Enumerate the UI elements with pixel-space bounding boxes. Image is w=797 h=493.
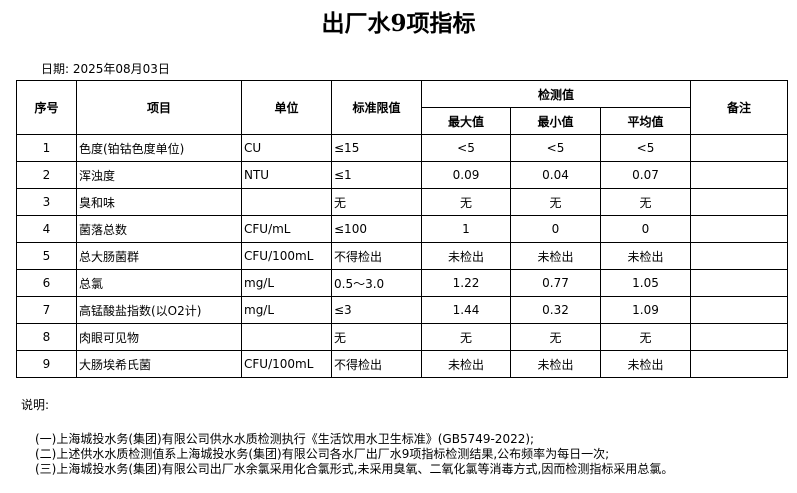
cell-limit: 无 — [331, 188, 422, 216]
cell-item: 浑浊度 — [76, 161, 242, 189]
note-1: (一)上海城投水务(集团)有限公司供水水质检测执行《生活饮用水卫生标准》(GB5… — [35, 432, 535, 446]
header-seq: 序号 — [16, 80, 77, 135]
table-row: 1 色度(铂钴色度单位) CU ≤15 <5 <5 <5 — [16, 134, 788, 162]
report-date: 日期: 2025年08月03日 — [41, 62, 170, 76]
cell-min: 未检出 — [510, 242, 601, 270]
cell-max: 未检出 — [421, 242, 511, 270]
cell-seq: 8 — [16, 323, 77, 351]
header-max: 最大值 — [421, 107, 511, 135]
cell-item: 色度(铂钴色度单位) — [76, 134, 242, 162]
header-detect: 检测值 — [421, 80, 691, 108]
cell-seq: 4 — [16, 215, 77, 243]
header-avg: 平均值 — [600, 107, 691, 135]
cell-remark — [690, 269, 788, 297]
cell-min: 无 — [510, 323, 601, 351]
cell-limit: 0.5～3.0 — [331, 269, 422, 297]
cell-remark — [690, 161, 788, 189]
note-2: (二)上述供水水质检测值系上海城投水务(集团)有限公司各水厂出厂水9项指标检测结… — [35, 447, 610, 461]
cell-avg: 0.07 — [600, 161, 691, 189]
cell-limit: 不得检出 — [331, 242, 422, 270]
table-row: 3 臭和味无无无无 — [16, 188, 788, 216]
cell-max: 无 — [421, 323, 511, 351]
cell-item: 臭和味 — [76, 188, 242, 216]
cell-max: <5 — [421, 134, 511, 162]
notes: 说明: (一)上海城投水务(集团)有限公司供水水质检测执行《生活饮用水卫生标准》… — [21, 396, 673, 477]
cell-min: 未检出 — [510, 350, 601, 378]
cell-avg: 无 — [600, 323, 691, 351]
cell-remark — [690, 215, 788, 243]
cell-limit: ≤1 — [331, 161, 422, 189]
header-item: 项目 — [76, 80, 242, 135]
cell-avg: 未检出 — [600, 242, 691, 270]
cell-item: 大肠埃希氏菌 — [76, 350, 242, 378]
water-quality-table: 序号 项目 单位 标准限值 检测值 备注 最大值 最小值 平均值 1 色度(铂钴色… — [16, 80, 788, 378]
cell-unit: mg/L — [241, 269, 332, 297]
cell-seq: 5 — [16, 242, 77, 270]
cell-min: 0 — [510, 215, 601, 243]
notes-label: 说明: — [21, 398, 50, 412]
cell-seq: 9 — [16, 350, 77, 378]
cell-seq: 1 — [16, 134, 77, 162]
cell-remark — [690, 350, 788, 378]
cell-max: 1 — [421, 215, 511, 243]
cell-max: 1.22 — [421, 269, 511, 297]
cell-avg: <5 — [600, 134, 691, 162]
cell-unit: CFU/100mL — [241, 350, 332, 378]
cell-unit — [241, 188, 332, 216]
header-remark: 备注 — [690, 80, 788, 135]
table-row: 4 菌落总数 CFU/mL ≤100 1 0 0 — [16, 215, 788, 243]
cell-avg: 无 — [600, 188, 691, 216]
cell-max: 0.09 — [421, 161, 511, 189]
cell-min: 0.77 — [510, 269, 601, 297]
table-row: 2 浑浊度 NTU ≤1 0.09 0.04 0.07 — [16, 161, 788, 189]
cell-seq: 3 — [16, 188, 77, 216]
cell-avg: 1.05 — [600, 269, 691, 297]
cell-unit — [241, 323, 332, 351]
table-row: 6 总氯 mg/L 0.5～3.0 1.22 0.77 1.05 — [16, 269, 788, 297]
cell-item: 高锰酸盐指数(以O2计) — [76, 296, 242, 324]
cell-unit: CFU/100mL — [241, 242, 332, 270]
table-row: 5 总大肠菌群 CFU/100mL 不得检出 未检出 未检出 未检出 — [16, 242, 788, 270]
cell-min: 0.32 — [510, 296, 601, 324]
table-row: 9 大肠埃希氏菌 CFU/100mL 不得检出 未检出 未检出 未检出 — [16, 350, 788, 378]
note-3: (三)上海城投水务(集团)有限公司出厂水余氯采用化合氯形式,未采用臭氧、二氧化氯… — [35, 462, 674, 476]
header-limit: 标准限值 — [331, 80, 422, 135]
cell-unit: NTU — [241, 161, 332, 189]
cell-item: 总氯 — [76, 269, 242, 297]
cell-limit: 不得检出 — [331, 350, 422, 378]
cell-seq: 7 — [16, 296, 77, 324]
cell-remark — [690, 188, 788, 216]
cell-remark — [690, 134, 788, 162]
cell-min: 0.04 — [510, 161, 601, 189]
table-row: 7 高锰酸盐指数(以O2计) mg/L ≤3 1.44 0.32 1.09 — [16, 296, 788, 324]
cell-max: 无 — [421, 188, 511, 216]
cell-avg: 未检出 — [600, 350, 691, 378]
cell-item: 菌落总数 — [76, 215, 242, 243]
cell-limit: 无 — [331, 323, 422, 351]
cell-remark — [690, 242, 788, 270]
header-unit: 单位 — [241, 80, 332, 135]
cell-limit: ≤3 — [331, 296, 422, 324]
cell-max: 1.44 — [421, 296, 511, 324]
cell-remark — [690, 323, 788, 351]
cell-item: 肉眼可见物 — [76, 323, 242, 351]
cell-avg: 1.09 — [600, 296, 691, 324]
cell-max: 未检出 — [421, 350, 511, 378]
cell-remark — [690, 296, 788, 324]
cell-min: 无 — [510, 188, 601, 216]
cell-unit: mg/L — [241, 296, 332, 324]
cell-seq: 2 — [16, 161, 77, 189]
cell-limit: ≤100 — [331, 215, 422, 243]
table-row: 8 肉眼可见物无无无无 — [16, 323, 788, 351]
cell-unit: CFU/mL — [241, 215, 332, 243]
header-min: 最小值 — [510, 107, 601, 135]
cell-item: 总大肠菌群 — [76, 242, 242, 270]
cell-min: <5 — [510, 134, 601, 162]
cell-limit: ≤15 — [331, 134, 422, 162]
cell-avg: 0 — [600, 215, 691, 243]
cell-unit: CU — [241, 134, 332, 162]
page-title: 出厂水9项指标 — [321, 10, 476, 37]
cell-seq: 6 — [16, 269, 77, 297]
